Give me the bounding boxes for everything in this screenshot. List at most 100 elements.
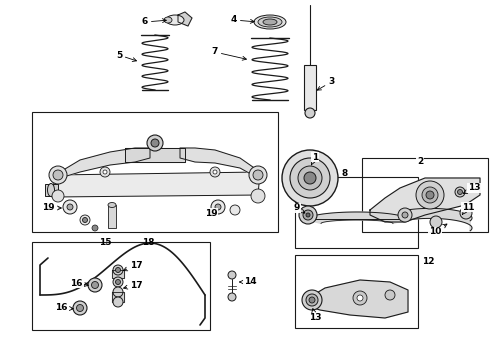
Circle shape	[304, 172, 316, 184]
Circle shape	[210, 167, 220, 177]
Circle shape	[49, 166, 67, 184]
Circle shape	[299, 206, 317, 224]
Text: 7: 7	[212, 48, 246, 60]
Circle shape	[113, 287, 123, 297]
Polygon shape	[370, 178, 480, 222]
Circle shape	[416, 181, 444, 209]
Circle shape	[213, 170, 217, 174]
Circle shape	[52, 190, 64, 202]
Text: 16: 16	[71, 279, 88, 288]
Text: 9: 9	[294, 203, 305, 213]
Circle shape	[151, 139, 159, 147]
Circle shape	[80, 215, 90, 225]
Circle shape	[309, 297, 315, 303]
Circle shape	[211, 200, 225, 214]
Circle shape	[67, 204, 73, 210]
Circle shape	[103, 170, 107, 174]
Circle shape	[460, 207, 472, 219]
Circle shape	[353, 291, 367, 305]
Bar	[108, 205, 116, 228]
Circle shape	[230, 205, 240, 215]
Text: 5: 5	[116, 50, 137, 62]
Bar	[32, 242, 210, 330]
Circle shape	[73, 301, 87, 315]
Circle shape	[113, 265, 123, 275]
Ellipse shape	[263, 19, 277, 25]
Text: 6: 6	[142, 18, 166, 27]
Circle shape	[92, 225, 98, 231]
Circle shape	[113, 277, 123, 287]
Ellipse shape	[48, 184, 54, 197]
Circle shape	[76, 305, 83, 311]
Text: 8: 8	[342, 169, 348, 178]
Text: 3: 3	[317, 77, 334, 90]
Circle shape	[305, 108, 315, 118]
Circle shape	[251, 189, 265, 203]
Circle shape	[249, 166, 267, 184]
Circle shape	[282, 150, 338, 206]
Circle shape	[302, 290, 322, 310]
Bar	[456, 195, 464, 205]
Polygon shape	[112, 270, 124, 278]
Text: 19: 19	[205, 208, 218, 217]
Bar	[295, 177, 418, 248]
Polygon shape	[405, 208, 472, 231]
Circle shape	[63, 200, 77, 214]
Text: 15: 15	[99, 238, 111, 247]
Circle shape	[303, 210, 313, 220]
Bar	[32, 112, 278, 232]
Text: 4: 4	[231, 15, 254, 24]
Text: 2: 2	[417, 158, 423, 166]
Polygon shape	[52, 172, 260, 197]
Text: 10: 10	[429, 224, 447, 237]
Bar	[45, 184, 58, 196]
Text: 16: 16	[55, 303, 74, 312]
Text: 12: 12	[422, 257, 435, 266]
Text: 13: 13	[464, 184, 481, 193]
Polygon shape	[112, 292, 124, 302]
Polygon shape	[125, 148, 185, 162]
Polygon shape	[307, 212, 407, 224]
Circle shape	[215, 204, 221, 210]
Polygon shape	[55, 148, 150, 178]
Bar	[295, 255, 418, 328]
Text: 19: 19	[42, 203, 61, 212]
Circle shape	[385, 290, 395, 300]
Circle shape	[458, 189, 463, 194]
Text: 11: 11	[462, 202, 474, 215]
Ellipse shape	[108, 202, 116, 207]
Text: 18: 18	[142, 238, 154, 247]
Circle shape	[53, 170, 63, 180]
Circle shape	[455, 187, 465, 197]
Text: 13: 13	[309, 309, 321, 323]
Circle shape	[92, 282, 98, 288]
Circle shape	[228, 293, 236, 301]
Circle shape	[116, 267, 121, 273]
Circle shape	[116, 279, 121, 284]
Circle shape	[100, 167, 110, 177]
Polygon shape	[178, 12, 192, 26]
Ellipse shape	[258, 17, 282, 27]
Circle shape	[113, 297, 123, 307]
Circle shape	[422, 187, 438, 203]
Ellipse shape	[164, 17, 172, 23]
Circle shape	[306, 213, 310, 217]
Text: 17: 17	[123, 261, 143, 271]
Circle shape	[402, 212, 408, 218]
Circle shape	[290, 158, 330, 198]
Circle shape	[426, 191, 434, 199]
Circle shape	[398, 208, 412, 222]
Ellipse shape	[166, 15, 184, 25]
Circle shape	[88, 278, 102, 292]
Circle shape	[147, 135, 163, 151]
Circle shape	[253, 170, 263, 180]
Polygon shape	[180, 148, 260, 178]
Ellipse shape	[254, 15, 286, 29]
Circle shape	[82, 217, 88, 222]
Text: 14: 14	[240, 278, 257, 287]
Circle shape	[306, 294, 318, 306]
Circle shape	[228, 271, 236, 279]
Circle shape	[357, 295, 363, 301]
Text: 1: 1	[311, 153, 318, 165]
Text: 17: 17	[123, 280, 143, 289]
